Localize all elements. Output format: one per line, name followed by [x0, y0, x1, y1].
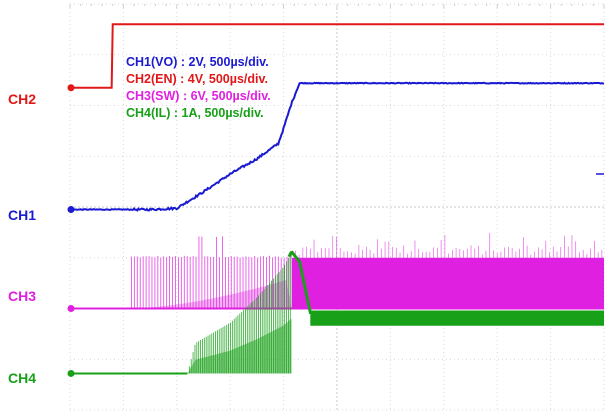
- channel-label-ch3: CH3: [8, 288, 37, 304]
- legend-entry-ch2: CH2(EN) : 4V, 500µs/div.: [126, 72, 268, 86]
- ch4-ripple-band: [310, 310, 604, 326]
- ch3-density: [131, 280, 292, 309]
- ground-marker-ch1: [67, 206, 75, 214]
- legend-entry-ch1: CH1(VO) : 2V, 500µs/div.: [126, 55, 269, 69]
- plot-traces: [69, 23, 605, 375]
- ground-marker-ch4: [67, 369, 75, 377]
- legend-entry-ch4: CH4(IL) : 1A, 500µs/div.: [126, 106, 264, 120]
- channel-label-ch1: CH1: [8, 207, 37, 223]
- ch3-switching-block: [291, 257, 604, 309]
- ch1-trace: [69, 81, 605, 212]
- channel-ground-markers: [67, 84, 604, 377]
- ch2-trace: [70, 23, 604, 89]
- channel-label-ch4: CH4: [8, 370, 37, 386]
- channel-label-ch2: CH2: [8, 91, 37, 107]
- ch4-density: [187, 318, 292, 374]
- legend-entry-ch3: CH3(SW) : 6V, 500µs/div.: [126, 89, 271, 103]
- ground-marker-ch2: [67, 84, 75, 92]
- scope-legend: CH1(VO) : 2V, 500µs/div. CH2(EN) : 4V, 5…: [126, 54, 271, 122]
- ground-marker-ch3: [67, 305, 75, 312]
